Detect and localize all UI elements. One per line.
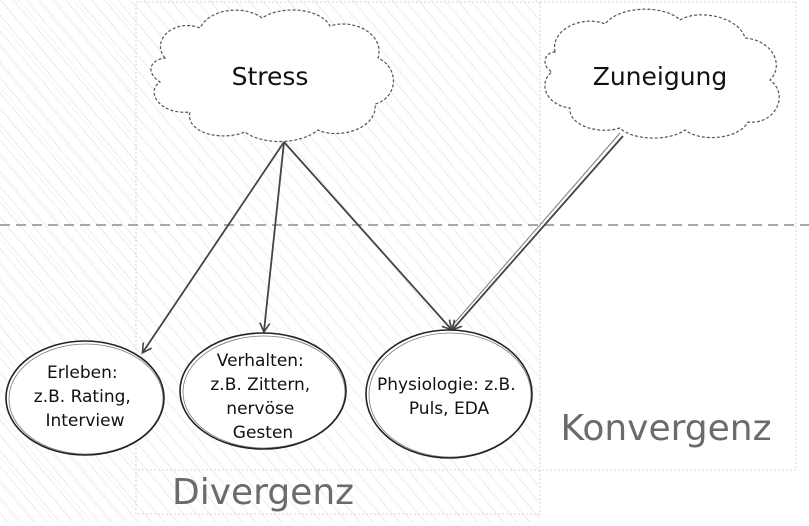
cloud-zuneigung-label: Zuneigung bbox=[593, 62, 728, 91]
node-physiologie-text: Physiologie: z.B. Puls, EDA bbox=[377, 375, 521, 419]
node-erleben-line: z.B. Rating, bbox=[34, 387, 131, 407]
arrow-stress-physiologie bbox=[283, 141, 453, 331]
node-erleben-line: Interview bbox=[45, 411, 124, 431]
cloud-stress: Stress bbox=[150, 9, 394, 143]
region-label-konvergenz: Konvergenz bbox=[561, 408, 772, 449]
arrows bbox=[141, 132, 624, 355]
region-outlines bbox=[135, 1, 797, 515]
region-label-divergenz: Divergenz bbox=[172, 472, 354, 513]
node-verhalten-line: z.B. Zittern, bbox=[210, 375, 310, 395]
arrow-stress-erleben bbox=[141, 141, 285, 355]
node-erleben: Erleben: z.B. Rating, Interview bbox=[5, 340, 165, 456]
node-physiologie-line: Puls, EDA bbox=[409, 399, 490, 419]
arrow-zuneigung-physiologie bbox=[451, 135, 624, 331]
node-verhalten: Verhalten: z.B. Zittern, nervöse Gesten bbox=[179, 332, 347, 450]
arrow-stress-verhalten bbox=[259, 141, 285, 334]
node-verhalten-line: Gesten bbox=[233, 423, 293, 443]
cloud-zuneigung: Zuneigung bbox=[544, 8, 780, 139]
node-verhalten-line: nervöse bbox=[226, 399, 294, 419]
node-physiologie: Physiologie: z.B. Puls, EDA bbox=[365, 329, 533, 459]
cloud-stress-label: Stress bbox=[232, 62, 309, 91]
node-verhalten-line: Verhalten: bbox=[217, 351, 304, 371]
node-physiologie-line: Physiologie: z.B. bbox=[377, 375, 516, 395]
node-erleben-line: Erleben: bbox=[47, 363, 118, 383]
node-verhalten-text: Verhalten: z.B. Zittern, nervöse Gesten bbox=[210, 351, 315, 443]
node-erleben-text: Erleben: z.B. Rating, Interview bbox=[34, 363, 136, 431]
